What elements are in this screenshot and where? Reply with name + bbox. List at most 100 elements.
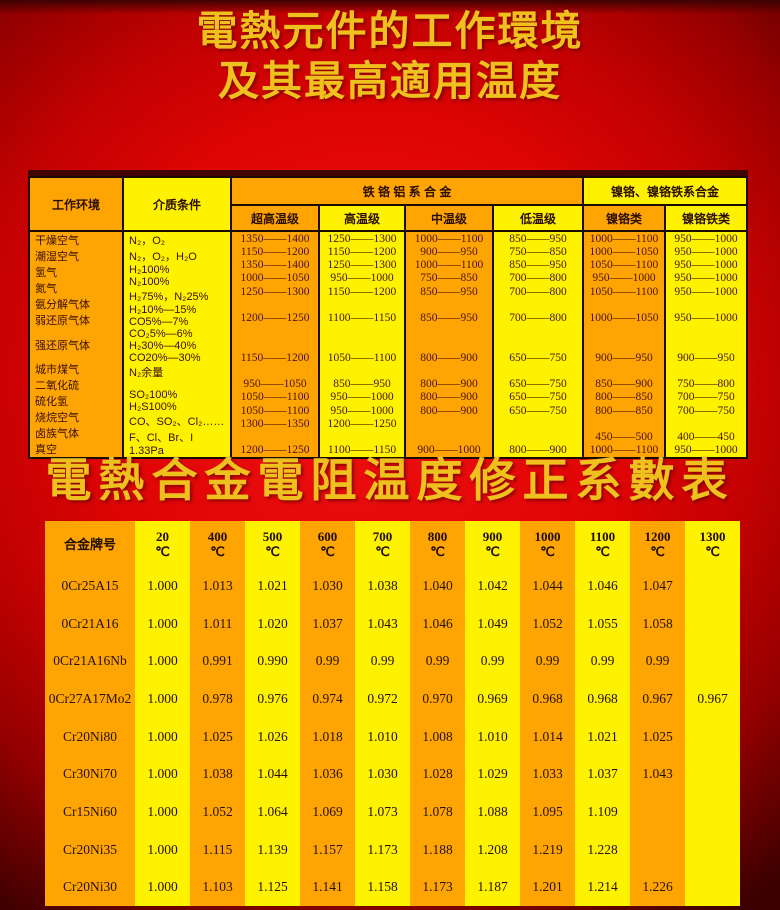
temperature-range-cell [320, 325, 404, 338]
main-title-line2: 及其最高適用温度 [218, 58, 562, 104]
header-temp-500: 500 ℃ [262, 529, 283, 559]
coefficient-cell: 1.214 [587, 879, 618, 895]
environment-column: 干燥空气 潮湿空气 氢气 氮气 氨分解气体 弱还原气体 强还原气体 城市煤气 二氧化硫 硫化氢 烧烷… [30, 232, 122, 457]
temperature-range-cell: 400——450 [677, 431, 735, 444]
temperature-range-cell: 1150——1200 [240, 351, 310, 364]
temperature-range-cell: 1000——1050 [240, 272, 310, 285]
temperature-range-cell [494, 417, 582, 430]
coefficient-cell: 1.011 [202, 615, 233, 631]
temperature-range-cell [494, 298, 582, 311]
temperature-range-cell: 800——850 [595, 404, 653, 417]
temperature-range-cell [494, 431, 582, 444]
coefficient-cell: 1.018 [312, 728, 343, 744]
temperature-range-cell: 950——1000 [674, 312, 738, 325]
temperature-range-cell [406, 298, 492, 311]
coefficient-cell: 0.99 [370, 653, 395, 669]
coefficient-cell: 1.026 [257, 728, 288, 744]
correction-coefficient-table: 合金牌号 0Cr25A15 0Cr21A16 0Cr21A16Nb 0Cr27A17Mo… [45, 521, 740, 906]
temperature-range-cell: 650——750 [509, 378, 567, 391]
temperature-range-cell [494, 364, 582, 377]
environment-cell: 硫化氢 [35, 396, 68, 408]
medium-cell: N₂，O₂，H₂O [129, 251, 197, 263]
temperature-range-cell [232, 325, 318, 338]
coefficient-cell: 1.036 [312, 766, 343, 782]
coefficient-cell: 0.974 [312, 690, 343, 706]
environment-cell: 氢气 [35, 267, 57, 279]
temperature-range-cell: 1150——1200 [327, 245, 397, 258]
temperature-range-cell [406, 431, 492, 444]
temperature-range-cell [666, 338, 746, 351]
coefficient-cell: 1.025 [202, 728, 233, 744]
header-high-temp-grade: 高温级 [320, 206, 404, 230]
header-temp-900: 900 ℃ [482, 529, 503, 559]
coefficient-cell: 1.000 [147, 803, 178, 819]
temperature-range-cell [406, 325, 492, 338]
medium-column: N₂，O₂ N₂，O₂，H₂O H₂100% N₂100% H₂75%，N₂25% H₂1… [124, 232, 230, 457]
environment-cell: 城市煤气 [35, 364, 79, 376]
coefficient-cell [685, 718, 740, 756]
temperature-range-cell: 700——800 [509, 312, 567, 325]
coefficient-cell: 0.969 [477, 690, 508, 706]
coefficient-cell: 1.042 [477, 577, 508, 593]
header-temp-800: 800 ℃ [427, 529, 448, 559]
coefficient-cell: 1.033 [532, 766, 563, 782]
temperature-range-cell: 800——850 [595, 391, 653, 404]
coefficient-cell: 1.029 [477, 766, 508, 782]
coefficient-cell: 1.219 [532, 841, 563, 857]
medium-cell [124, 380, 230, 389]
temperature-range-cell: 1050——1100 [589, 285, 659, 298]
alloy-grade-cell: Cr20Ni30 [63, 879, 117, 895]
temperature-range-cell: 850——900 [595, 378, 653, 391]
coefficient-cell: 0.978 [202, 690, 233, 706]
environment-cell: 氮气 [35, 283, 57, 295]
environment-cell: 真空 [35, 444, 57, 456]
header-temp-20: 20 ℃ [155, 529, 170, 559]
temperature-range-cell [584, 298, 664, 311]
temperature-range-cell: 1350——1400 [240, 232, 310, 245]
temperature-range-cell: 850——950 [509, 232, 567, 245]
coefficient-cell: 0.99 [535, 653, 560, 669]
temperature-range-cell: 1000——1050 [589, 312, 659, 325]
coefficient-cell: 1.088 [477, 803, 508, 819]
coefficient-cell [685, 831, 740, 869]
temperature-range-cell: 1200——1250 [327, 417, 397, 430]
temperature-range-cell: 950——1000 [674, 285, 738, 298]
coefficient-cell: 1.013 [202, 577, 233, 593]
temp-column-900: 900 ℃ 1.042 1.049 0.99 0.969 1.010 1.029 1.088 1.… [465, 521, 520, 906]
coefficient-cell [685, 605, 740, 643]
temperature-range-cell: 700——800 [509, 285, 567, 298]
temperature-range-cell [232, 338, 318, 351]
coefficient-cell: 0.99 [425, 653, 450, 669]
mid-temp-column: 1000——1100 900——950 1000——1100 750——850 850—… [406, 232, 492, 457]
alloy-grade-cell: 0Cr25A15 [61, 577, 119, 593]
temp-column-600: 600 ℃ 1.030 1.037 0.99 0.974 1.018 1.036 1.069 1.… [300, 521, 355, 906]
temperature-range-cell: 1050——1100 [240, 391, 310, 404]
coefficient-cell: 0.990 [257, 653, 288, 669]
medium-cell: SO₂100% [129, 389, 178, 401]
medium-cell: H₂S100% [129, 401, 177, 413]
temp-column-400: 400 ℃ 1.013 1.011 0.991 0.978 1.025 1.038 1.052 1… [190, 521, 245, 906]
header-nicr-type: 镍铬类 [584, 206, 664, 230]
temperature-range-cell: 1050——1100 [589, 259, 659, 272]
medium-cell: CO20%—30% [129, 352, 201, 364]
temperature-range-cell: 650——750 [509, 391, 567, 404]
coefficient-cell: 1.157 [312, 841, 343, 857]
coefficient-cell: 1.030 [312, 577, 343, 593]
temperature-range-cell [494, 338, 582, 351]
coefficient-cell: 1.046 [422, 615, 453, 631]
temperature-range-cell: 800——900 [420, 391, 478, 404]
temperature-range-cell [494, 325, 582, 338]
header-group-fecral-alloy: 铁 铬 铝 系 合 金 [232, 178, 582, 204]
coefficient-cell: 0.970 [422, 690, 453, 706]
correction-table-title: 電熱合金電阻温度修正系數表 [45, 454, 735, 506]
temperature-range-cell: 950——1000 [674, 259, 738, 272]
temperature-range-cell: 800——900 [420, 378, 478, 391]
temperature-range-cell [232, 364, 318, 377]
coefficient-cell [630, 793, 685, 831]
coefficient-cell: 1.226 [642, 879, 673, 895]
temperature-range-cell: 850——950 [509, 259, 567, 272]
medium-cell: N₂余量 [129, 367, 164, 379]
temperature-range-cell: 850——950 [420, 285, 478, 298]
temperature-range-cell: 950——1000 [592, 272, 656, 285]
temperature-range-cell: 450——500 [595, 431, 653, 444]
